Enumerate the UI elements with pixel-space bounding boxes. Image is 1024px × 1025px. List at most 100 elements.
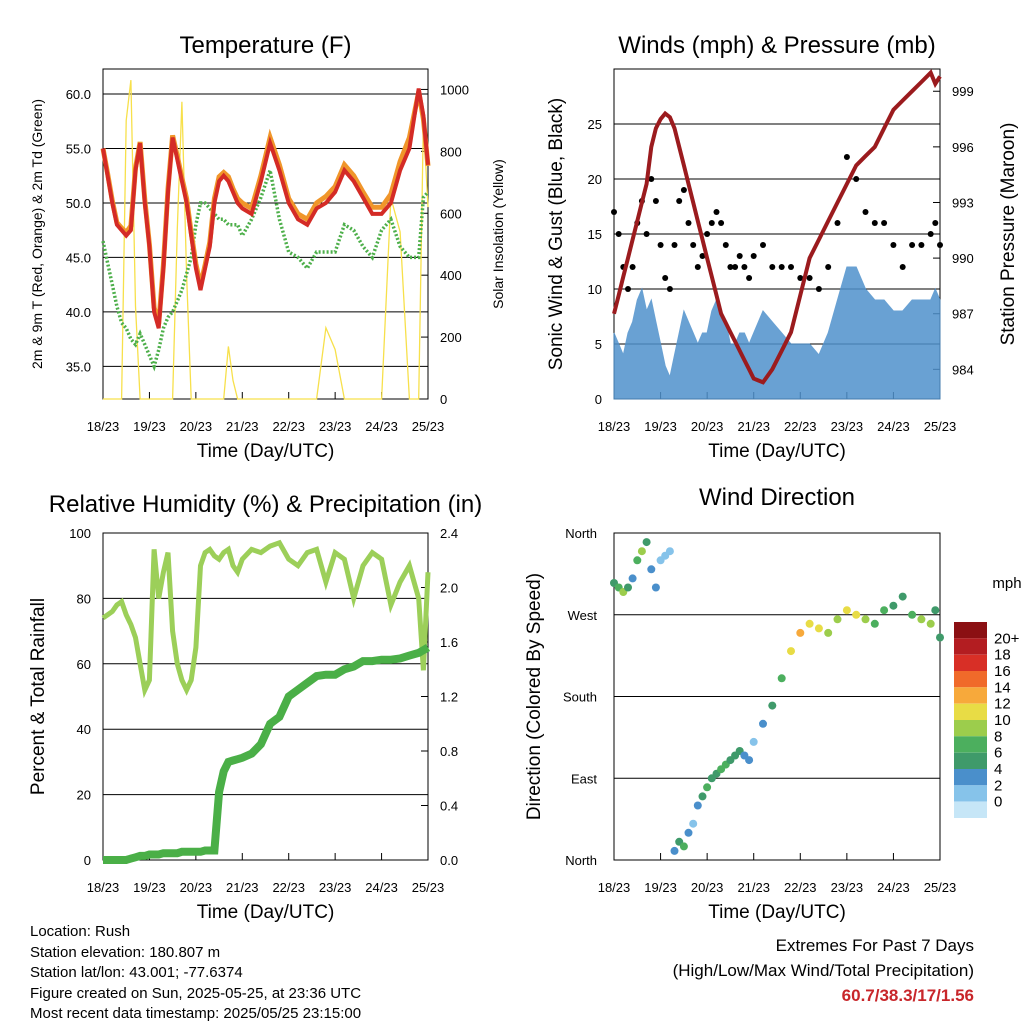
gust-point: [909, 242, 916, 248]
x-tick-label: 24/23: [365, 880, 398, 895]
wind-direction-point: [814, 624, 823, 633]
legend-label: 2: [994, 777, 1002, 794]
y-tick-label: 10: [588, 282, 602, 297]
station-info: Location: Rush Station elevation: 180.80…: [30, 922, 361, 1025]
extremes-title: Extremes For Past 7 Days: [775, 936, 974, 955]
wind-direction-point: [689, 819, 698, 828]
legend-swatch: [954, 654, 987, 671]
extremes-subtitle: (High/Low/Max Wind/Total Precipitation): [672, 961, 974, 980]
wind-direction-point: [936, 633, 944, 642]
wind-direction-point: [642, 538, 651, 547]
x-tick-label: 23/23: [319, 880, 352, 895]
gust-point: [736, 253, 743, 259]
x-tick-label: 22/23: [272, 880, 305, 895]
wind-direction-point: [777, 674, 786, 683]
gust-point: [727, 264, 734, 270]
gust-point: [937, 242, 943, 248]
y-tick-label: 80: [77, 591, 91, 606]
y2-tick-label: 1.2: [440, 690, 458, 705]
wind-direction-point: [749, 737, 758, 746]
gust-point: [853, 176, 860, 182]
wind-direction-point: [745, 756, 754, 765]
y2-tick-label: 999: [952, 84, 974, 99]
legend-swatch: [954, 769, 987, 786]
gust-point: [806, 275, 813, 281]
sonic-wind-area: [613, 266, 941, 400]
legend-label: 4: [994, 761, 1002, 778]
x-tick-label: 22/23: [272, 419, 305, 434]
legend-label: 18: [994, 647, 1011, 664]
wind-direction-point: [768, 701, 777, 710]
gust-point: [834, 220, 841, 226]
x-tick-label: 25/23: [412, 419, 445, 434]
gust-point: [615, 231, 622, 237]
gust-point: [690, 242, 697, 248]
y-tick-label: 100: [69, 526, 91, 541]
y-axis-label: Percent & Total Rainfall: [28, 598, 49, 795]
wind-direction-point: [693, 801, 702, 810]
legend-swatch: [954, 736, 987, 753]
x-tick-label: 21/23: [226, 419, 259, 434]
temperature-2m-line: [101, 88, 430, 329]
legend-label: 20+: [994, 630, 1020, 647]
wind-direction-point: [926, 619, 935, 628]
wind-direction-point: [628, 574, 637, 583]
legend-label: 10: [994, 712, 1011, 729]
station-pressure-line: [612, 69, 942, 385]
x-tick-label: 23/23: [319, 419, 352, 434]
gust-point: [932, 220, 939, 226]
x-tick-label: 21/23: [737, 880, 770, 895]
gust-point: [699, 253, 706, 259]
y-tick-label: North: [565, 526, 597, 541]
wind-direction-point: [665, 547, 674, 556]
y-tick-label: 55.0: [66, 142, 91, 157]
gust-point: [676, 198, 683, 204]
y-tick-label: 60.0: [66, 87, 91, 102]
gust-point: [871, 220, 878, 226]
y2-tick-label: 200: [440, 330, 462, 345]
y2-tick-label: 0: [440, 392, 447, 407]
gust-point: [680, 187, 687, 193]
y-tick-label: 45.0: [66, 250, 91, 265]
y-tick-label: West: [568, 608, 598, 623]
y-tick-label: East: [571, 771, 597, 786]
gust-point: [666, 286, 673, 292]
y-tick-label: South: [563, 690, 597, 705]
y-tick-label: 60: [77, 657, 91, 672]
gust-point: [815, 286, 822, 292]
latlon-text: Station lat/lon: 43.001; -77.6374: [30, 964, 243, 981]
gust-point: [899, 264, 906, 270]
legend-label: 12: [994, 696, 1011, 713]
x-tick-label: 20/23: [180, 880, 213, 895]
wind-direction-point: [917, 615, 926, 624]
y2-axis-label: Solar Insolation (Yellow): [490, 159, 506, 309]
y2-tick-label: 2.4: [440, 526, 458, 541]
x-tick-label: 21/23: [737, 419, 770, 434]
legend-title: mph: [992, 575, 1021, 592]
legend-label: 14: [994, 679, 1011, 696]
wind-direction-point: [670, 846, 679, 855]
y2-tick-label: 400: [440, 268, 462, 283]
y-tick-label: 5: [595, 337, 602, 352]
gust-point: [750, 253, 757, 259]
gust-point: [918, 242, 925, 248]
x-tick-label: 25/23: [924, 419, 957, 434]
y-tick-label: 25: [588, 117, 602, 132]
y-tick-label: 20: [77, 788, 91, 803]
chart-title: Wind Direction: [699, 484, 855, 511]
x-tick-label: 21/23: [226, 880, 259, 895]
y2-tick-label: 600: [440, 206, 462, 221]
y2-tick-label: 800: [440, 144, 462, 159]
legend-swatch: [954, 622, 987, 639]
gust-point: [746, 275, 753, 281]
chart-title: Winds (mph) & Pressure (mb): [618, 32, 935, 59]
wind-direction-point: [637, 547, 646, 556]
y2-tick-label: 1.6: [440, 635, 458, 650]
gust-point: [825, 264, 832, 270]
wind-direction-point: [796, 628, 805, 637]
gust-point: [708, 220, 715, 226]
wind-direction-point: [824, 628, 833, 637]
gust-point: [671, 242, 678, 248]
solar-insolation-line: [103, 80, 429, 400]
